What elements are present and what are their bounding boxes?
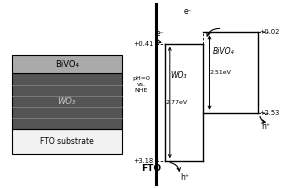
Text: BiVO₄: BiVO₄ [213,47,234,56]
Text: FTO: FTO [142,164,162,173]
Text: BiVO₄: BiVO₄ [55,60,79,69]
Bar [12,74,122,130]
Text: e⁻: e⁻ [184,7,192,16]
Text: WO₃: WO₃ [58,97,76,106]
Text: +2.53: +2.53 [260,110,280,116]
Text: h⁺: h⁺ [180,174,189,183]
Text: h⁺: h⁺ [261,122,270,131]
Text: FTO substrate: FTO substrate [40,137,94,146]
Text: +0.41: +0.41 [133,41,154,47]
Text: 2.77eV: 2.77eV [166,100,188,105]
Text: +0.02: +0.02 [260,29,280,35]
Text: WO₃: WO₃ [170,71,187,80]
Bar [12,55,122,74]
Bar [12,130,122,154]
Text: 2.51eV: 2.51eV [210,70,231,75]
Text: +3.18: +3.18 [133,158,154,164]
Text: e⁻: e⁻ [156,29,164,38]
Text: pH=0
vs.
NHE: pH=0 vs. NHE [132,76,150,93]
